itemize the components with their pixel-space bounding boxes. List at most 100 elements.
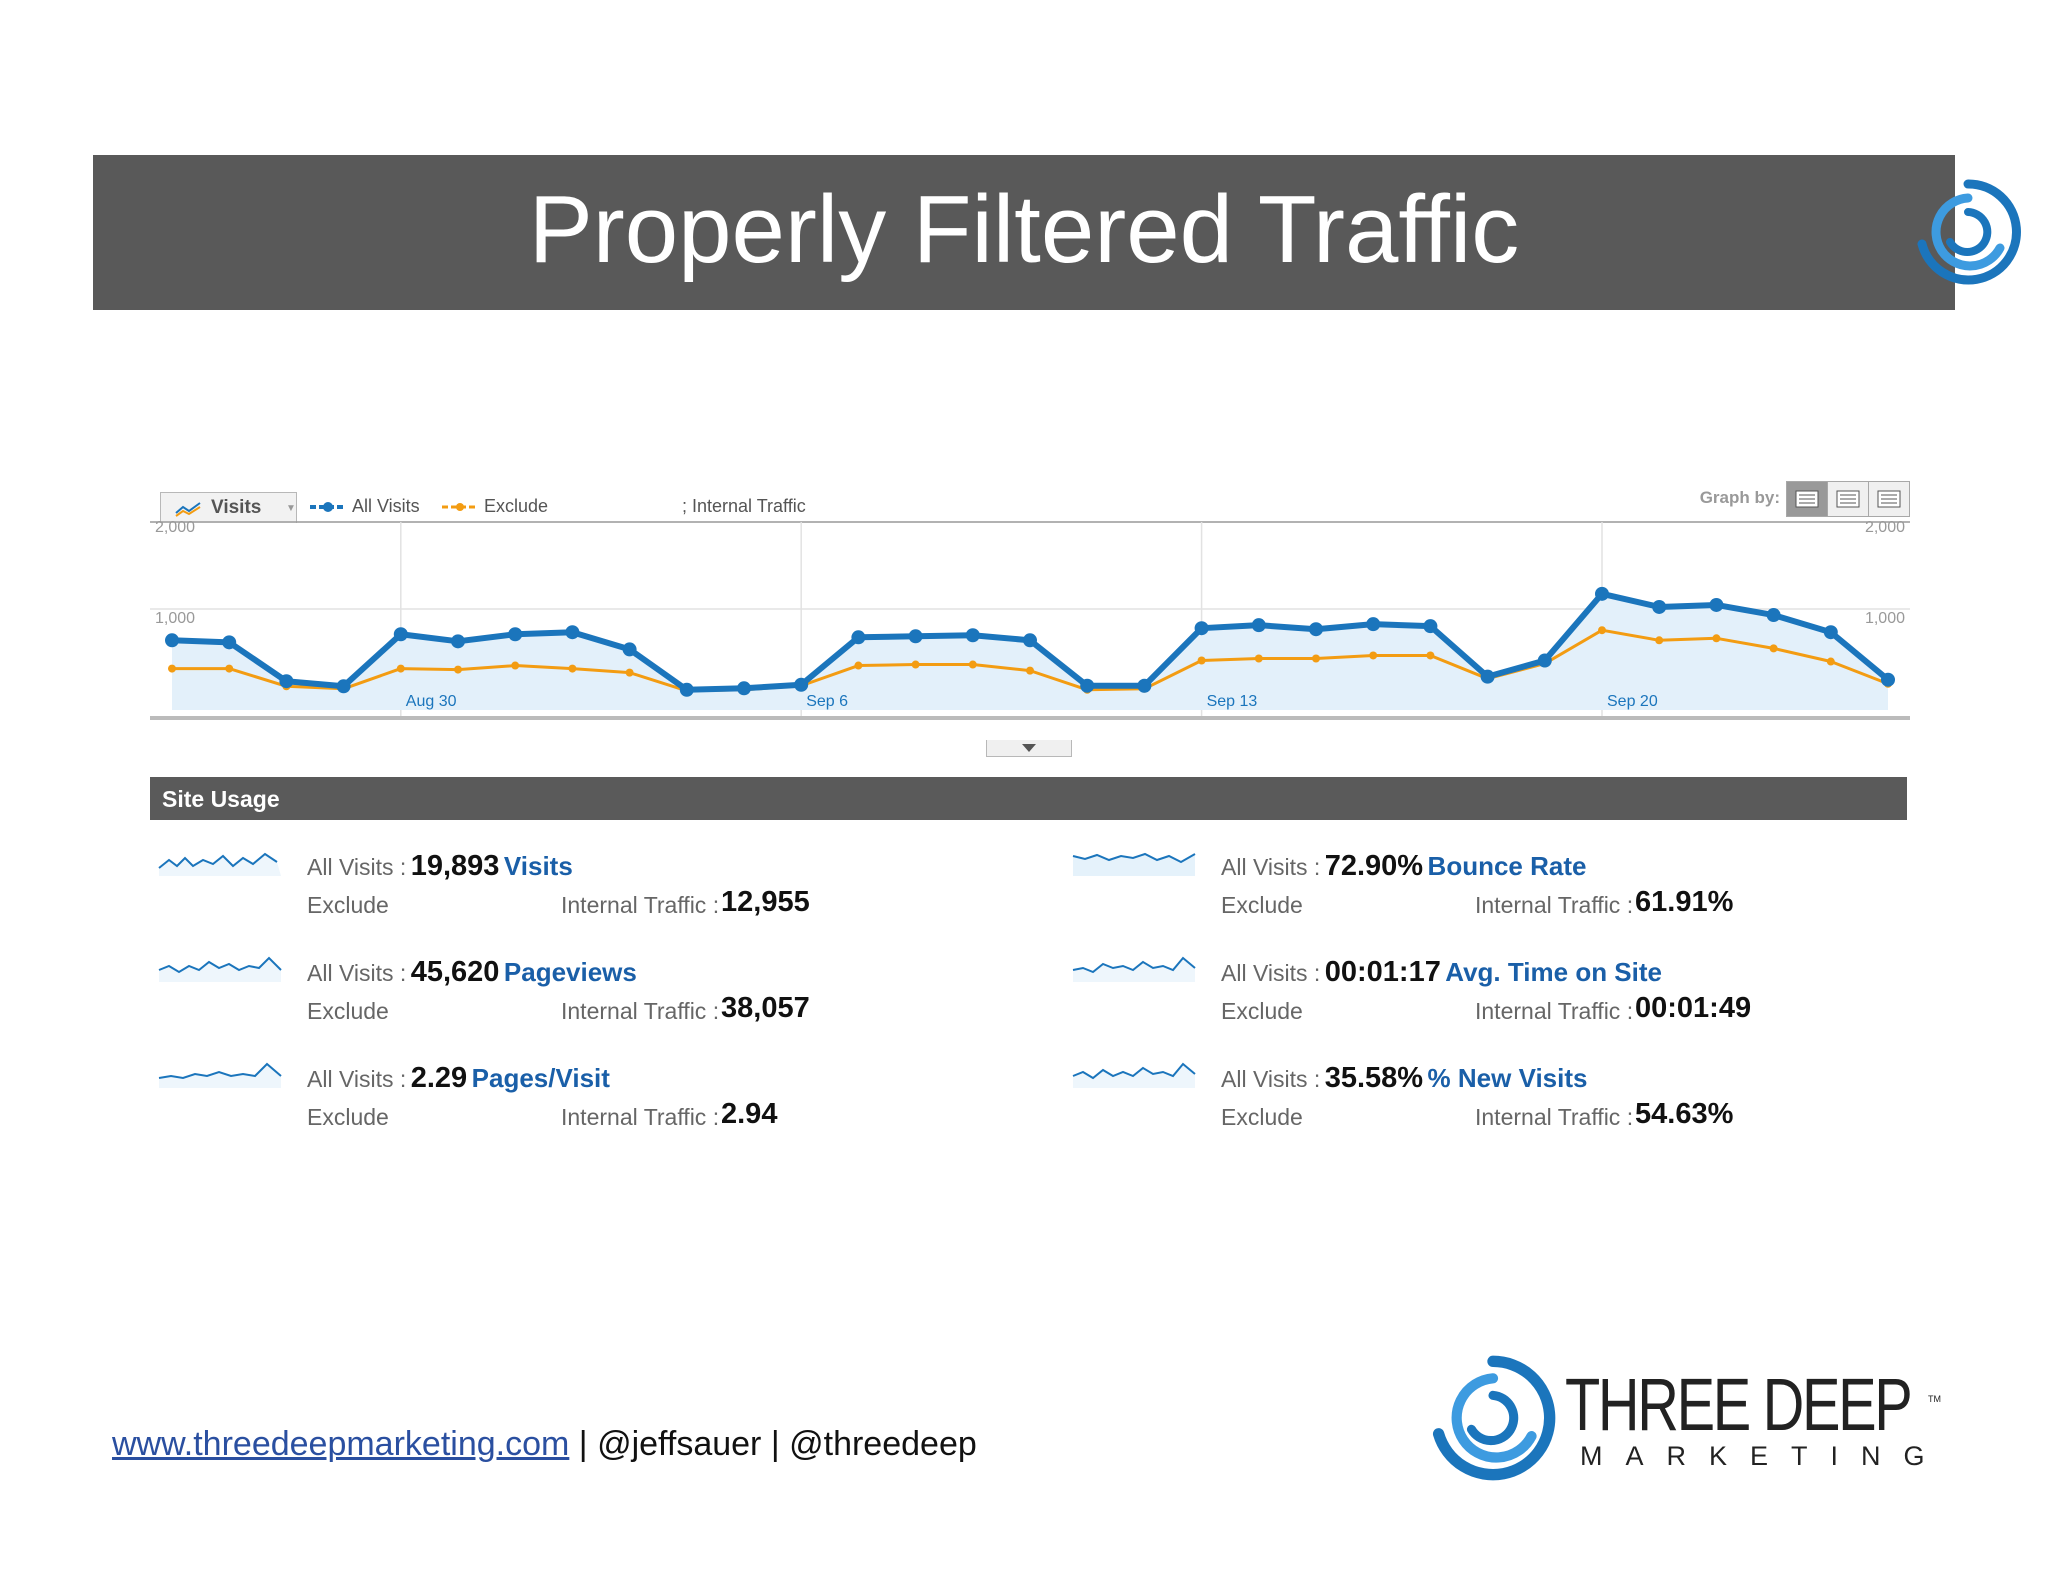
- all-visits-point: [1080, 678, 1095, 693]
- exclude-internal-point: [1826, 657, 1835, 666]
- usage-row-all-visits: All Visits : 00:01:17 Avg. Time on Site: [1221, 956, 1662, 989]
- legend-exclude[interactable]: Exclude: [442, 496, 548, 517]
- sparkline-icon[interactable]: [157, 1062, 285, 1090]
- swirl-logo-icon: [1917, 179, 2021, 285]
- metric-link[interactable]: Bounce Rate: [1427, 851, 1587, 881]
- metric-link[interactable]: Visits: [503, 851, 573, 881]
- all-visits-point: [565, 625, 580, 640]
- all-visits-point: [451, 634, 465, 649]
- sparkline-icon[interactable]: [1071, 850, 1199, 878]
- legend-all-visits[interactable]: All Visits: [310, 496, 420, 517]
- graph-by-month-button[interactable]: [1868, 482, 1909, 516]
- site-usage-item: All Visits : 19,893 Visits Exclude Interna…: [157, 850, 977, 930]
- exclude-internal-point: [396, 664, 405, 673]
- sparkline-icon[interactable]: [1071, 1062, 1199, 1090]
- all-visits-point: [1537, 653, 1552, 668]
- exclude-internal-point: [454, 665, 462, 674]
- all-visits-area: [172, 593, 1888, 710]
- filtered-value: 00:01:49: [1635, 992, 1752, 1024]
- usage-row-all-visits: All Visits : 2.29 Pages/Visit: [307, 1062, 610, 1095]
- all-visits-value: 2.29: [410, 1062, 468, 1094]
- footer-contact: www.threedeepmarketing.com | @jeffsauer …: [112, 1425, 977, 1464]
- exclude-internal-point: [511, 661, 520, 670]
- exclude-internal-point: [168, 664, 176, 673]
- all-visits-point: [508, 627, 523, 642]
- footer-separator: |: [761, 1425, 790, 1463]
- legend-exclude-label: Exclude: [484, 496, 549, 516]
- legend-all-visits-label: All Visits: [352, 496, 420, 516]
- footer-separator: |: [569, 1425, 598, 1463]
- exclude-label: Exclude: [1221, 892, 1303, 918]
- exclude-label: Exclude: [1221, 1104, 1303, 1130]
- metric-link[interactable]: Pageviews: [503, 957, 637, 987]
- graph-by-day-button[interactable]: [1787, 482, 1827, 516]
- site-usage-item: All Visits : 45,620 Pageviews Exclude Inte…: [157, 956, 977, 1036]
- exclude-internal-point: [1712, 634, 1721, 643]
- x-tick-label: Sep 20: [1607, 693, 1658, 710]
- line-chart-plot: 2,000 2,000 1,000 1,000 Aug 30 Sep 6 Sep 13 Sep…: [150, 520, 1910, 720]
- graph-by-week-button[interactable]: [1827, 482, 1868, 516]
- exclude-internal-point: [1769, 644, 1778, 653]
- internal-traffic-label: Internal Traffic :: [561, 998, 720, 1024]
- visits-chart: Visits ▼ All Visits Exclude ; Internal T…: [150, 478, 1910, 758]
- caret-down-icon: [1022, 744, 1036, 752]
- line-chart-icon: [175, 502, 201, 517]
- all-visits-point: [165, 633, 179, 648]
- metric-link[interactable]: % New Visits: [1427, 1063, 1588, 1093]
- brand-name: THREE DEEP: [1565, 1363, 1913, 1446]
- filtered-value: 61.91%: [1635, 886, 1734, 918]
- filtered-value: 54.63%: [1635, 1098, 1734, 1130]
- slide-title: Properly Filtered Traffic: [528, 176, 1520, 283]
- slide-title-bar: Properly Filtered Traffic: [93, 155, 2021, 310]
- all-visits-label: All Visits :: [307, 1066, 407, 1092]
- exclude-internal-point: [854, 661, 863, 670]
- site-usage-item: All Visits : 2.29 Pages/Visit Exclude Inte…: [157, 1062, 977, 1142]
- exclude-internal-point: [568, 664, 577, 673]
- brand-subtitle: MARKETING: [1580, 1441, 1948, 1471]
- brand-trademark: TM: [1928, 1394, 1941, 1404]
- all-visits-point: [737, 681, 751, 696]
- all-visits-label: All Visits :: [1221, 960, 1321, 986]
- filtered-value: 2.94: [721, 1098, 778, 1130]
- exclude-internal-point: [1197, 656, 1206, 665]
- y-tick-label-right: 1,000: [1865, 610, 1905, 627]
- list-view-icon: [1836, 490, 1860, 508]
- site-usage-header: Site Usage: [150, 777, 1907, 820]
- usage-row-all-visits: All Visits : 19,893 Visits: [307, 850, 573, 883]
- list-view-icon: [1795, 490, 1819, 508]
- chart-collapse-toggle[interactable]: [986, 740, 1072, 757]
- all-visits-label: All Visits :: [1221, 854, 1321, 880]
- all-visits-value: 19,893: [410, 850, 500, 882]
- twitter-handle-jeff: @jeffsauer: [597, 1425, 762, 1463]
- legend-internal-traffic: ; Internal Traffic: [682, 496, 806, 517]
- metric-link[interactable]: Avg. Time on Site: [1445, 957, 1662, 987]
- metric-selector-label: Visits: [211, 497, 262, 518]
- all-visits-point: [222, 635, 237, 650]
- sparkline-icon[interactable]: [157, 956, 285, 984]
- filtered-value: 38,057: [721, 992, 810, 1024]
- exclude-label: Exclude: [307, 892, 389, 918]
- all-visits-point: [1595, 586, 1609, 601]
- exclude-label: Exclude: [1221, 998, 1303, 1024]
- all-visits-value: 35.58%: [1324, 1062, 1424, 1094]
- website-link[interactable]: www.threedeepmarketing.com: [112, 1425, 570, 1463]
- series-orange-marker-icon: [442, 503, 478, 512]
- metric-link[interactable]: Pages/Visit: [471, 1063, 610, 1093]
- usage-row-all-visits: All Visits : 45,620 Pageviews: [307, 956, 637, 989]
- exclude-internal-point: [1312, 654, 1320, 663]
- all-visits-point: [393, 627, 408, 642]
- exclude-internal-point: [225, 664, 234, 673]
- all-visits-point: [851, 630, 866, 645]
- sparkline-icon[interactable]: [1071, 956, 1199, 984]
- all-visits-point: [1423, 619, 1438, 634]
- all-visits-point: [908, 629, 923, 644]
- site-usage-item: All Visits : 35.58% % New Visits Exclude I…: [1071, 1062, 1891, 1142]
- all-visits-point: [336, 679, 351, 694]
- sparkline-icon[interactable]: [157, 850, 285, 878]
- exclude-internal-point: [1369, 651, 1378, 660]
- internal-traffic-label: Internal Traffic :: [1475, 998, 1634, 1024]
- usage-row-all-visits: All Visits : 35.58% % New Visits: [1221, 1062, 1587, 1095]
- all-visits-point: [1881, 672, 1895, 687]
- metric-selector[interactable]: Visits ▼: [160, 492, 297, 523]
- all-visits-label: All Visits :: [1221, 1066, 1321, 1092]
